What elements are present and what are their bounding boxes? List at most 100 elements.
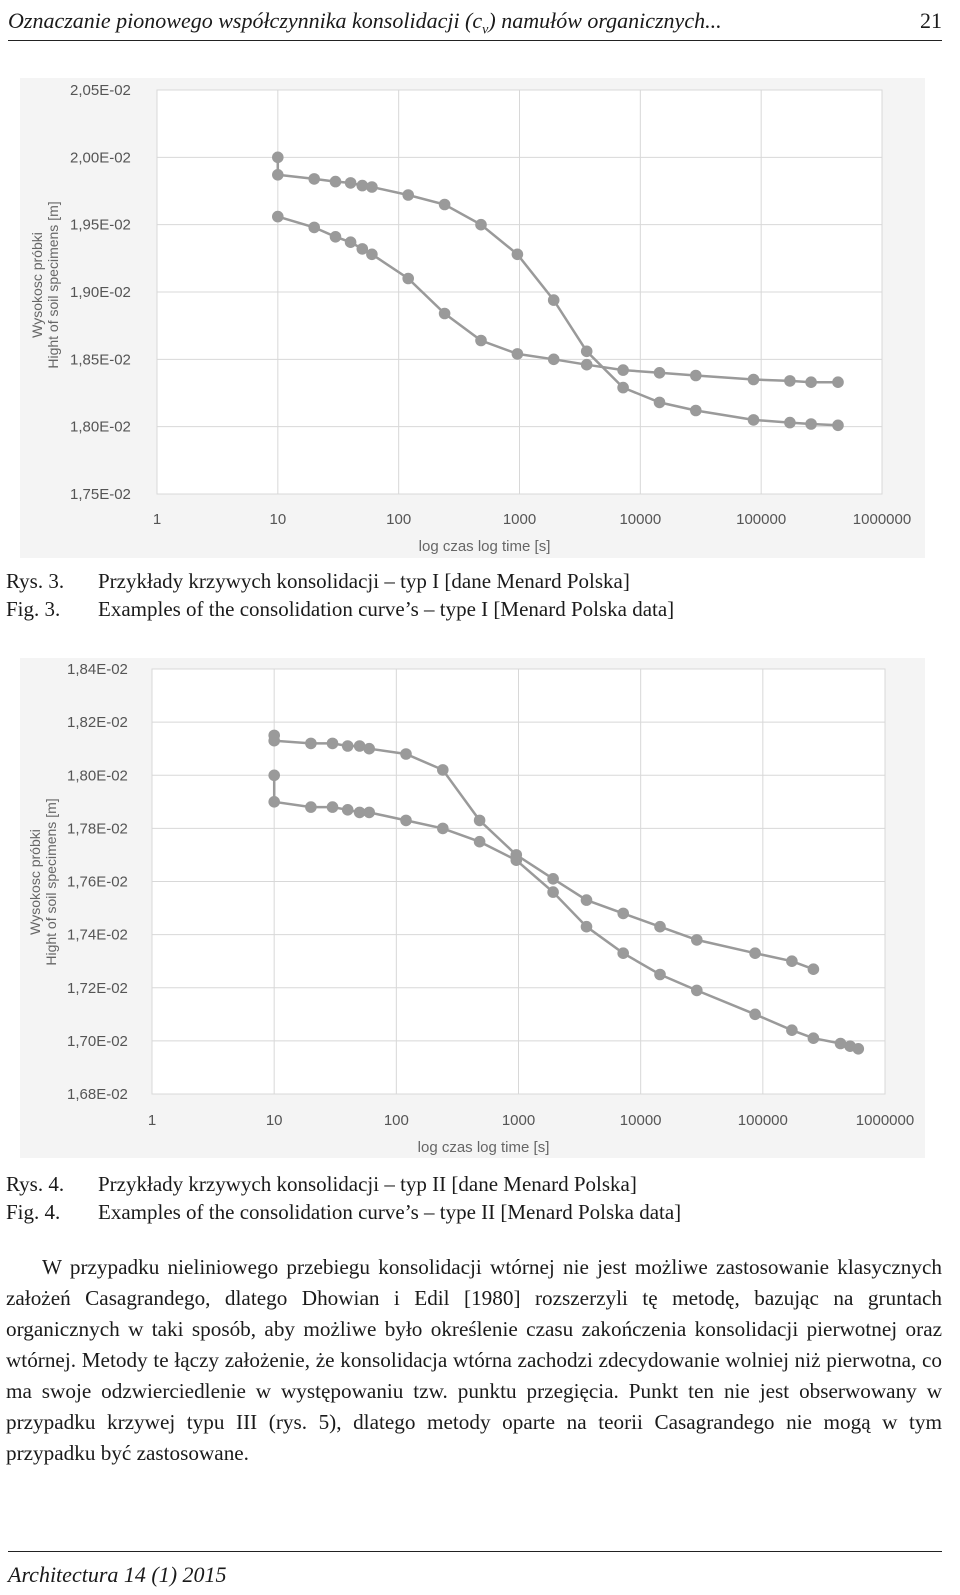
y-tick-label: 2,05E-02 [70,82,131,99]
series-1-point [580,894,593,906]
x-axis-title: log czas log time [s] [418,1139,550,1156]
series-2-point [654,968,666,981]
y-tick-label: 1,80E-02 [67,767,128,784]
x-tick-label: 10000 [620,1112,662,1129]
y-tick-label: 1,70E-02 [67,1033,128,1050]
series-1-point [832,419,844,432]
series-1-point [784,416,796,429]
series-1-point [473,814,486,827]
series-1-point [272,169,284,181]
fig-text: Examples of the consolidation curve’s – … [98,1200,682,1224]
x-axis-title: log czas log time [s] [419,538,551,555]
series-2-point [473,835,486,848]
series-1-point [690,404,702,417]
series-1-point [402,189,415,201]
series-2-point [510,854,523,866]
series-2-point [617,947,629,959]
series-2-point [832,376,844,389]
series-1-point [654,920,666,933]
series-2-point [341,804,354,816]
y-tick-label: 1,76E-02 [67,874,128,891]
series-2-point [437,822,449,835]
y-tick-label: 1,72E-02 [67,980,128,997]
series-1-point [326,737,339,750]
x-tick-label: 1000000 [853,511,911,528]
series-2-point [438,307,451,320]
series-2-point [653,367,666,379]
series-1-point [511,248,524,261]
series-2-point [305,801,317,813]
x-tick-label: 100000 [738,1112,788,1129]
fig-label: Fig. 4. [6,1200,61,1224]
series-1-point [353,740,366,752]
series-2-point [617,364,629,376]
series-2-point [834,1037,847,1050]
series-2-point [580,358,593,371]
series-1-point [341,740,354,752]
x-tick-label: 1 [153,511,161,528]
series-2-point [272,210,284,223]
series-2-point [691,984,703,997]
figure-3-chart: 1,75E-02 1,80E-02 1,85E-02 1,90E-02 1,95E-02… [20,78,925,558]
series-2-point [353,806,366,819]
series-1-point [547,873,559,885]
series-2-point [268,769,281,782]
series-1-point [438,198,451,211]
series-2-point [363,806,376,819]
series-2-point [784,375,796,387]
series-2-point [690,369,702,382]
x-tick-label: 100 [386,511,411,528]
y-tick-label: 1,95E-02 [70,217,131,234]
series-1-point [363,742,376,755]
series-2-point [511,348,524,360]
journal-citation: Architectura 14 (1) 2015 [8,1562,227,1587]
y-tick-label: 1,75E-02 [70,486,131,503]
series-1-point [807,963,820,975]
series-1-point [617,907,629,920]
series-1-point [547,294,560,306]
rys-text: Przykłady krzywych konsolidacji – typ I … [98,569,630,593]
series-2-point [475,334,487,347]
series-2-point [805,376,817,389]
series-1-point [308,173,321,185]
series-1-point [344,177,357,189]
page-number: 21 [920,8,942,33]
fig-label: Fig. 3. [6,597,61,621]
series-1-point [268,734,281,747]
series-1-point [356,179,369,192]
y-tick-label: 1,68E-02 [67,1086,128,1103]
x-tick-label: 1 [148,1112,156,1129]
x-tick-label: 1000000 [856,1112,914,1129]
y-tick-label: 2,00E-02 [70,149,131,166]
series-1-point [617,381,629,394]
x-tick-label: 10 [269,511,286,528]
y-tick-label: 1,90E-02 [70,284,131,301]
y-tick-label: 1,85E-02 [70,351,131,368]
series-1-point [475,218,487,231]
x-tick-label: 1000 [502,1112,535,1129]
series-2-point [308,221,321,234]
series-2-point [747,373,760,386]
series-1-point [747,414,760,426]
series-1-point [366,181,378,193]
y-tick-label: 1,82E-02 [67,714,128,731]
y-tick-label: 1,80E-02 [70,419,131,436]
x-tick-label: 10000 [619,511,661,528]
series-2-point [329,231,342,243]
series-2-point [366,248,378,261]
running-title: Oznaczanie pionowego współczynnika konso… [8,8,722,38]
series-1-point [329,175,342,188]
x-tick-label: 100 [384,1112,409,1129]
running-footer: Architectura 14 (1) 2015 [8,1551,942,1592]
x-tick-label: 1000 [503,511,536,528]
figure-4-chart: 1,68E-02 1,70E-02 1,72E-02 1,74E-02 1,76E-02… [20,658,925,1158]
y-tick-label: 1,84E-02 [67,661,128,678]
series-2-point [400,814,412,827]
series-2-point [326,801,339,813]
y-axis-title-line1: Wysokosc próbki [29,232,45,338]
rys-text: Przykłady krzywych konsolidacji – typ II… [98,1172,637,1196]
series-1-point [400,748,412,760]
series-1-point [805,418,817,430]
y-tick-label: 1,78E-02 [67,820,128,837]
series-2-point [786,1024,798,1036]
